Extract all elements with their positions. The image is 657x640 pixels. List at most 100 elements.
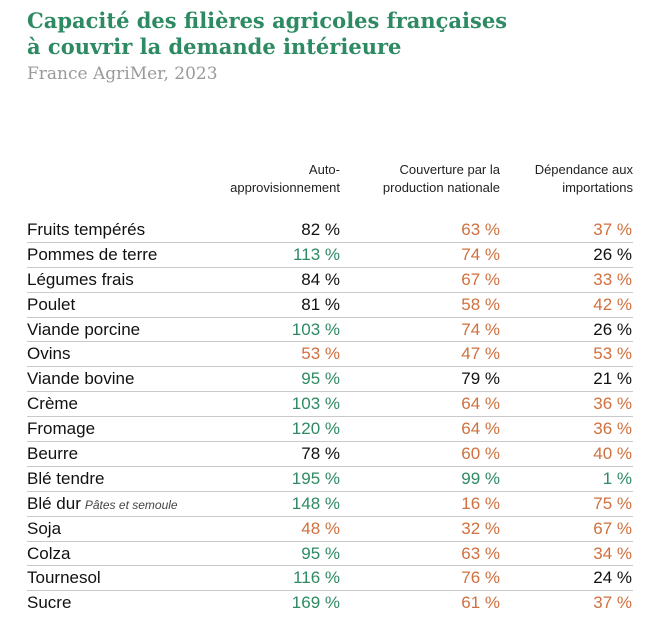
row-label: Pommes de terre	[27, 244, 157, 266]
row-label-note: Pâtes et semoule	[84, 497, 178, 512]
auto-approvisionnement-value: 53 %	[301, 344, 340, 364]
auto-approvisionnement-value: 84 %	[301, 269, 340, 289]
row-label: Légumes frais	[27, 269, 134, 291]
chart-source: France AgriMer, 2023	[27, 64, 218, 84]
auto-approvisionnement-value: 103 %	[291, 319, 340, 339]
couverture-value: 58 %	[461, 294, 500, 314]
couverture-value: 74 %	[461, 244, 500, 264]
auto-approvisionnement-value: 78 %	[301, 444, 340, 464]
table-row: Ovins 53 % 47 % 53 %	[27, 342, 633, 368]
row-label: Ovins	[27, 343, 70, 365]
row-label-text: Colza	[27, 543, 71, 563]
couverture-value: 63 %	[461, 543, 500, 563]
chart-title: Capacité des filières agricoles français…	[27, 8, 633, 60]
auto-approvisionnement-value: 103 %	[291, 394, 340, 414]
dependance-value: 75 %	[593, 493, 632, 513]
couverture-value: 99 %	[461, 468, 500, 488]
row-label: Crème	[27, 393, 78, 415]
dependance-value: 21 %	[593, 369, 632, 389]
row-label-text: Soja	[27, 518, 62, 538]
row-label: Blé tendre	[27, 468, 105, 490]
row-label: Sucre	[27, 592, 71, 614]
title-line-2: à couvrir la demande intérieure	[27, 34, 402, 59]
couverture-value: 16 %	[461, 493, 500, 513]
dependance-value: 26 %	[593, 319, 632, 339]
table-row: Crème 103 % 64 % 36 %	[27, 392, 633, 418]
couverture-value: 64 %	[461, 419, 500, 439]
row-label: Soja	[27, 518, 61, 540]
column-header-auto-approvisionnement: Auto- approvisionnement	[230, 162, 340, 195]
dependance-value: 40 %	[593, 444, 632, 464]
couverture-value: 63 %	[461, 220, 500, 239]
table-row: Pommes de terre 113 % 74 % 26 %	[27, 243, 633, 268]
auto-approvisionnement-value: 95 %	[301, 543, 340, 563]
dependance-value: 36 %	[593, 394, 632, 414]
column-headers: Auto- approvisionnement Couverture par l…	[27, 161, 633, 201]
row-label: Blé dur Pâtes et semoule	[27, 493, 178, 516]
auto-approvisionnement-value: 81 %	[301, 294, 340, 314]
column-header-dependance: Dépendance aux importations	[534, 162, 633, 195]
table-row: Légumes frais 84 % 67 % 33 %	[27, 268, 633, 293]
row-label: Fruits tempérés	[27, 219, 145, 241]
auto-approvisionnement-value: 95 %	[301, 369, 340, 389]
row-label-text: Sucre	[27, 593, 72, 613]
auto-approvisionnement-value: 169 %	[291, 593, 340, 613]
auto-approvisionnement-value: 195 %	[291, 468, 340, 488]
row-label-text: Viande porcine	[27, 319, 141, 339]
dependance-value: 26 %	[593, 244, 632, 264]
auto-approvisionnement-value: 148 %	[291, 493, 340, 513]
row-label: Tournesol	[27, 567, 101, 589]
row-label-text: Poulet	[27, 294, 76, 314]
row-label: Colza	[27, 543, 70, 565]
table-row: Fruits tempérés 82 % 63 % 37 %	[27, 218, 633, 243]
table-row: Colza 95 % 63 % 34 %	[27, 542, 633, 567]
table-row: Fromage 120 % 64 % 36 %	[27, 417, 633, 443]
dependance-value: 36 %	[593, 419, 632, 439]
dependance-value: 1 %	[602, 468, 632, 488]
table-row: Viande porcine 103 % 74 % 26 %	[27, 318, 633, 343]
row-label-text: Fruits tempérés	[27, 220, 146, 239]
table-row: Soja 48 % 32 % 67 %	[27, 517, 633, 542]
table-row: Blé dur Pâtes et semoule 148 % 16 % 75 %	[27, 492, 633, 517]
row-label: Viande bovine	[27, 368, 134, 390]
couverture-value: 76 %	[461, 568, 500, 588]
row-label: Fromage	[27, 418, 95, 440]
dependance-value: 37 %	[593, 220, 632, 239]
dependance-value: 67 %	[593, 518, 632, 538]
dependance-value: 42 %	[593, 294, 632, 314]
couverture-value: 61 %	[461, 593, 500, 613]
table-row: Beurre 78 % 60 % 40 %	[27, 442, 633, 467]
row-label-text: Viande bovine	[27, 369, 135, 389]
column-header-couverture: Couverture par la production nationale	[382, 162, 500, 195]
couverture-value: 60 %	[461, 444, 500, 464]
row-label-text: Blé dur	[27, 493, 81, 513]
dependance-value: 37 %	[593, 593, 632, 613]
row-label-text: Pommes de terre	[27, 244, 158, 264]
couverture-value: 47 %	[461, 344, 500, 364]
row-label-text: Beurre	[27, 444, 79, 464]
couverture-value: 32 %	[461, 518, 500, 538]
row-label-text: Blé tendre	[27, 468, 105, 488]
dependance-value: 33 %	[593, 269, 632, 289]
auto-approvisionnement-value: 116 %	[293, 568, 340, 588]
row-label-text: Ovins	[27, 344, 71, 364]
table-row: Viande bovine 95 % 79 % 21 %	[27, 367, 633, 393]
auto-approvisionnement-value: 113 %	[293, 244, 340, 264]
dependance-value: 34 %	[593, 543, 632, 563]
title-line-1: Capacité des filières agricoles français…	[27, 8, 508, 33]
auto-approvisionnement-value: 120 %	[291, 419, 340, 439]
row-label: Poulet	[27, 294, 75, 316]
couverture-value: 74 %	[461, 319, 500, 339]
table-row: Sucre 169 % 61 % 37 %	[27, 591, 633, 616]
row-label-text: Tournesol	[27, 568, 101, 588]
auto-approvisionnement-value: 48 %	[301, 518, 340, 538]
auto-approvisionnement-value: 82 %	[301, 220, 340, 239]
dependance-value: 24 %	[593, 568, 632, 588]
table-row: Poulet 81 % 58 % 42 %	[27, 293, 633, 318]
row-label-text: Légumes frais	[27, 269, 134, 289]
couverture-value: 67 %	[461, 269, 500, 289]
dependance-value: 53 %	[593, 344, 632, 364]
row-label-text: Crème	[27, 394, 79, 414]
row-label-text: Fromage	[27, 419, 96, 439]
